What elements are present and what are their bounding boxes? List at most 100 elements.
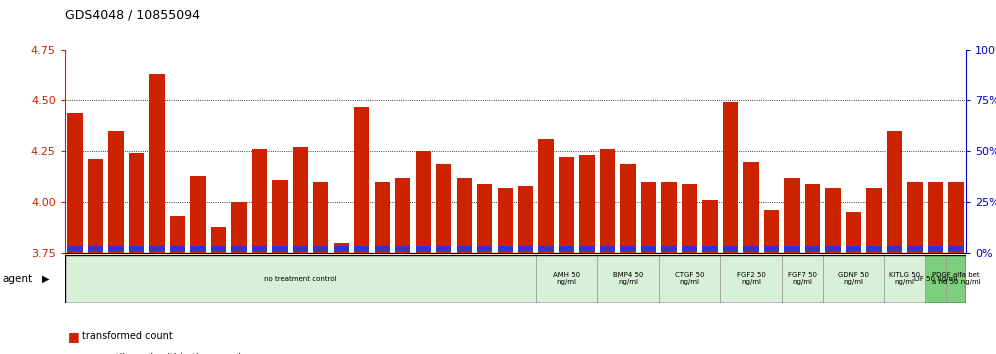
Text: percentile rank within the sample: percentile rank within the sample [82, 353, 247, 354]
Text: ■: ■ [68, 351, 80, 354]
Bar [826, 246, 841, 251]
Bar [68, 246, 83, 251]
Bar [498, 188, 513, 253]
Bar [334, 246, 349, 251]
Bar [846, 212, 862, 253]
Bar [559, 158, 575, 253]
Bar [88, 160, 104, 253]
Text: GDNF 50
ng/ml: GDNF 50 ng/ml [838, 272, 869, 285]
Bar [456, 246, 472, 251]
Bar [88, 246, 104, 251]
Bar [109, 246, 124, 251]
Bar [600, 149, 616, 253]
Bar [927, 246, 943, 251]
Bar [169, 216, 185, 253]
Bar [149, 246, 164, 251]
Text: ■: ■ [68, 330, 80, 343]
Bar [355, 107, 370, 253]
Bar [764, 210, 779, 253]
Bar [211, 246, 226, 251]
Text: LIF 50 ng/ml: LIF 50 ng/ml [913, 276, 957, 282]
Text: FGF2 50
ng/ml: FGF2 50 ng/ml [737, 272, 766, 285]
Bar [293, 246, 308, 251]
Bar [477, 246, 492, 251]
Bar [764, 246, 779, 251]
Bar [436, 164, 451, 253]
Bar [498, 246, 513, 251]
Bar [927, 182, 943, 253]
Bar [640, 182, 656, 253]
Bar [539, 246, 554, 251]
Bar [211, 227, 226, 253]
Bar [600, 246, 616, 251]
Text: ▶: ▶ [42, 274, 50, 284]
Bar [128, 153, 144, 253]
Bar [580, 246, 595, 251]
Bar [536, 255, 598, 303]
Bar [313, 246, 329, 251]
Bar [784, 178, 800, 253]
Bar [580, 155, 595, 253]
Bar [128, 246, 144, 251]
Bar [805, 246, 820, 251]
Bar [823, 255, 884, 303]
Bar [907, 182, 922, 253]
Bar [723, 246, 738, 251]
Text: CTGF 50
ng/ml: CTGF 50 ng/ml [675, 272, 704, 285]
Text: KITLG 50
ng/ml: KITLG 50 ng/ml [889, 272, 920, 285]
Text: agent: agent [2, 274, 32, 284]
Bar [907, 246, 922, 251]
Bar [190, 246, 205, 251]
Bar [805, 184, 820, 253]
Bar [886, 246, 902, 251]
Bar [682, 246, 697, 251]
Bar [456, 178, 472, 253]
Bar [945, 255, 966, 303]
Bar [884, 255, 925, 303]
Bar [886, 131, 902, 253]
Bar [272, 246, 288, 251]
Bar [598, 255, 658, 303]
Bar [867, 246, 881, 251]
Bar [190, 176, 205, 253]
Bar [518, 186, 533, 253]
Bar [539, 139, 554, 253]
Bar [621, 246, 635, 251]
Bar [395, 178, 410, 253]
Bar [518, 246, 533, 251]
Bar [658, 255, 720, 303]
Bar [867, 188, 881, 253]
Bar [293, 147, 308, 253]
Bar [925, 255, 945, 303]
Bar [252, 246, 267, 251]
Bar [415, 152, 431, 253]
Bar [415, 246, 431, 251]
Bar [743, 161, 759, 253]
Bar [252, 149, 267, 253]
Bar [948, 182, 963, 253]
Bar [743, 246, 759, 251]
Bar [682, 184, 697, 253]
Text: PDGF alfa bet
a hd 50 ng/ml: PDGF alfa bet a hd 50 ng/ml [931, 272, 980, 285]
Bar [720, 255, 782, 303]
Bar [784, 246, 800, 251]
Bar [334, 243, 349, 253]
Text: BMP4 50
ng/ml: BMP4 50 ng/ml [613, 272, 643, 285]
Bar [948, 246, 963, 251]
Bar [782, 255, 823, 303]
Text: FGF7 50
ng/ml: FGF7 50 ng/ml [788, 272, 817, 285]
Bar [723, 103, 738, 253]
Bar [169, 246, 185, 251]
Bar [374, 246, 390, 251]
Text: no treatment control: no treatment control [264, 276, 337, 282]
Bar [272, 180, 288, 253]
Bar [109, 131, 124, 253]
Text: GDS4048 / 10855094: GDS4048 / 10855094 [65, 9, 200, 22]
Text: AMH 50
ng/ml: AMH 50 ng/ml [553, 272, 581, 285]
Bar [559, 246, 575, 251]
Bar [846, 246, 862, 251]
Bar [436, 246, 451, 251]
Bar [313, 182, 329, 253]
Bar [702, 246, 718, 251]
Bar [149, 74, 164, 253]
